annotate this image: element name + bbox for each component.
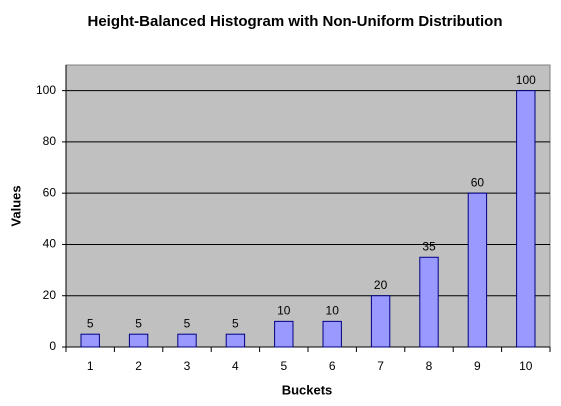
y-tick-label: 0: [49, 339, 56, 353]
x-tick-label: 4: [232, 359, 239, 373]
data-label: 5: [87, 316, 94, 330]
y-tick-label: 100: [36, 83, 56, 97]
x-tick-label: 10: [519, 359, 533, 373]
bar: [177, 333, 197, 348]
y-axis-title: Values: [8, 185, 23, 226]
x-tick-label: 6: [329, 359, 336, 373]
data-label: 35: [422, 239, 436, 253]
data-label: 10: [277, 304, 291, 318]
chart-title: Height-Balanced Histogram with Non-Unifo…: [88, 13, 503, 30]
data-label: 5: [184, 316, 191, 330]
y-tick-label: 40: [43, 237, 57, 251]
data-label: 100: [516, 73, 536, 87]
y-tick-label: 20: [43, 288, 57, 302]
bar: [419, 256, 439, 348]
bar: [370, 295, 391, 348]
x-axis-title: Buckets: [282, 382, 333, 397]
data-label: 60: [471, 175, 485, 189]
bar: [322, 320, 342, 348]
bar: [274, 320, 294, 348]
x-tick-label: 2: [135, 359, 142, 373]
bar: [80, 333, 100, 348]
x-tick-label: 3: [184, 359, 191, 373]
data-label: 5: [232, 316, 239, 330]
x-tick-label: 8: [426, 359, 433, 373]
data-label: 5: [135, 316, 142, 330]
data-label: 10: [326, 304, 340, 318]
x-tick-label: 7: [377, 359, 384, 373]
x-tick-label: 1: [87, 359, 94, 373]
bar: [225, 333, 246, 348]
x-tick-label: 9: [474, 359, 481, 373]
bar: [467, 192, 488, 348]
data-label: 20: [374, 278, 388, 292]
bar: [128, 333, 149, 348]
x-tick-label: 5: [280, 359, 287, 373]
y-tick-label: 80: [43, 134, 57, 148]
y-tick-label: 60: [43, 185, 57, 199]
bar: [516, 90, 536, 348]
